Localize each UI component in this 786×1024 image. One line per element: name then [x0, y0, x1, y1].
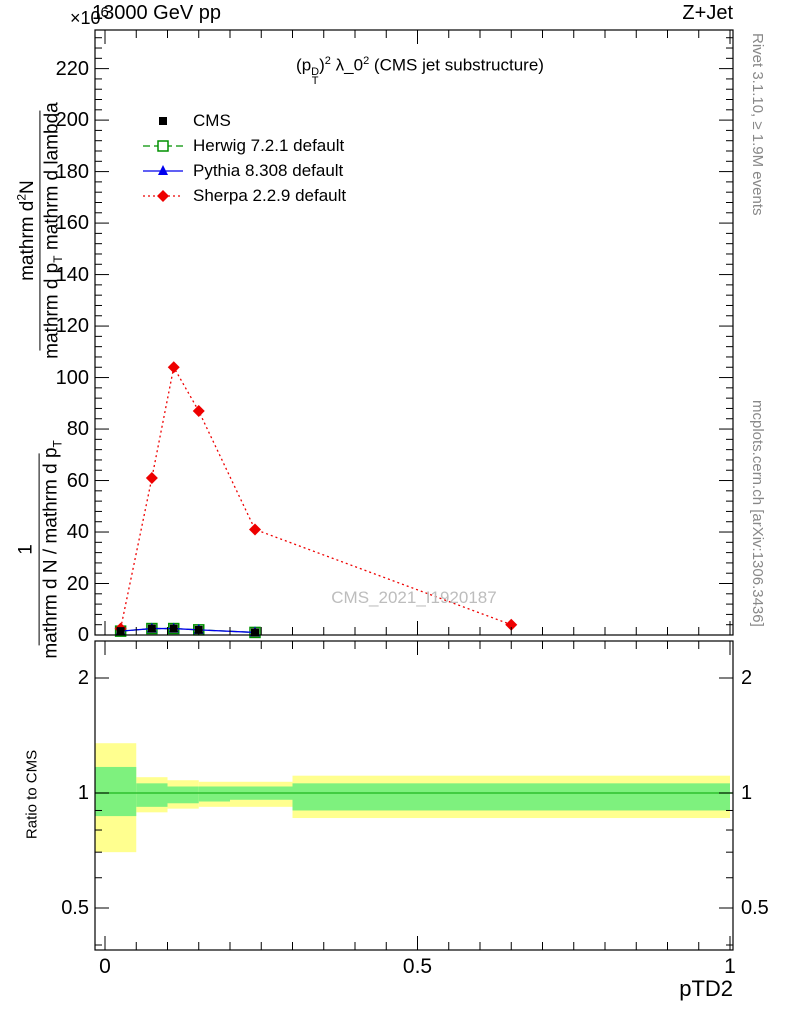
fraction-bar — [39, 110, 41, 351]
y-tick-label: 220 — [55, 57, 89, 80]
axis-scale-exponent: ×106 — [70, 4, 109, 29]
fraction-bar — [38, 453, 40, 646]
herwig-marker-icon — [143, 139, 183, 152]
y-tick-label: 180 — [55, 160, 89, 183]
ratio-tick-label-left: 1 — [77, 782, 89, 804]
analysis-id-watermark: CMS_2021_I1920187 — [331, 588, 497, 607]
legend-label: Herwig 7.2.1 default — [193, 135, 345, 155]
y-tick-label: 200 — [55, 109, 89, 132]
y-tick-label: 120 — [55, 315, 89, 338]
y-tick-label: 60 — [66, 469, 89, 492]
scale-power: 6 — [100, 4, 109, 21]
x-axis-label: pTD2 — [679, 976, 733, 1001]
plot-title: (p D T)2 λ_02 (CMS jet substructure) — [296, 55, 544, 87]
legend-label: Sherpa 2.2.9 default — [193, 185, 347, 205]
legend-item-pythia: Pythia 8.308 default — [141, 158, 346, 183]
ratio-tick-label-left: 2 — [77, 667, 89, 689]
y-tick-label: 140 — [55, 263, 89, 286]
x-tick-label: 0 — [99, 955, 111, 978]
legend-item-sherpa: Sherpa 2.2.9 default — [141, 183, 346, 208]
legend-item-herwig: Herwig 7.2.1 default — [141, 133, 346, 158]
ratio-tick-label-right: 0.5 — [741, 896, 769, 919]
legend-item-cms: CMS — [141, 108, 346, 133]
beam-energy-title: 13000 GeV pp — [92, 2, 221, 24]
y-label-numerator: 1 — [15, 544, 37, 555]
mcplots-credit-label: mcplots.cern.ch [arXiv:1306.3436] — [749, 400, 766, 627]
y-tick-label: 80 — [66, 418, 89, 441]
y-label-denominator: mathrm d pT mathrm d lambda — [41, 102, 66, 359]
legend-label: CMS — [193, 110, 231, 130]
y-label-numerator: mathrm d2N — [14, 180, 38, 281]
y-axis-label-lower: 1 mathrm d N / mathrm d pT — [15, 440, 65, 659]
legend: CMS Herwig 7.2.1 default Pythia 8.308 de… — [141, 108, 346, 208]
cms-marker-icon — [159, 116, 167, 125]
y-tick-label: 160 — [55, 212, 89, 235]
y-tick-label: 0 — [77, 624, 89, 646]
process-label: Z+Jet — [682, 2, 733, 24]
y-label-denominator: mathrm d N / mathrm d pT — [40, 440, 65, 659]
legend-label: Pythia 8.308 default — [193, 160, 344, 180]
y-tick-label: 100 — [55, 366, 89, 389]
scale-mantissa: ×10 — [70, 8, 101, 28]
x-tick-label: 0.5 — [402, 955, 433, 978]
y-tick-label: 40 — [66, 521, 89, 544]
sherpa-marker-icon — [143, 189, 183, 202]
pythia-marker-icon — [143, 164, 183, 175]
rivet-version-label: Rivet 3.1.10, ≥ 1.9M events — [749, 33, 766, 216]
y-axis-label-upper: mathrm d2N mathrm d pT mathrm d lambda — [14, 102, 65, 359]
ratio-tick-label-right: 2 — [741, 667, 753, 689]
x-tick-label: 1 — [724, 955, 736, 978]
ratio-axis-label: Ratio to CMS — [23, 749, 41, 840]
ratio-tick-label-left: 0.5 — [61, 896, 89, 919]
y-tick-label: 20 — [66, 572, 89, 595]
ratio-tick-label-right: 1 — [741, 782, 753, 804]
